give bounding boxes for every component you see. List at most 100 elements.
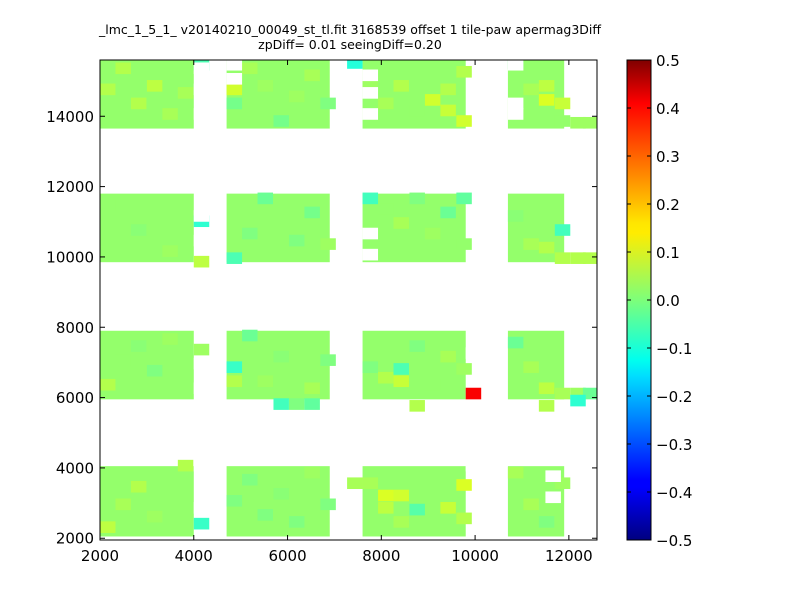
missing-cell	[362, 87, 379, 99]
heatmap-cell	[582, 387, 597, 400]
heatmap-cell	[304, 382, 320, 395]
missing-cell	[193, 502, 210, 514]
missing-cell	[507, 97, 524, 110]
heatmap-cell	[456, 65, 472, 78]
heatmap-cell	[130, 97, 147, 110]
heatmap-cell	[409, 192, 425, 205]
heatmap-cell	[393, 363, 409, 375]
missing-cell	[545, 470, 561, 482]
heatmap-cell	[242, 329, 258, 342]
heatmap-cell	[554, 477, 571, 490]
heatmap-cell	[582, 252, 597, 264]
heatmap-cell	[538, 241, 555, 254]
heatmap-cell	[409, 104, 425, 117]
x-tick-label: 6000	[268, 547, 306, 565]
heatmap-cell	[393, 80, 409, 92]
heatmap-cell	[378, 203, 394, 215]
heatmap-cell	[288, 516, 305, 528]
heatmap-cell	[362, 361, 379, 373]
heatmap-cell	[440, 104, 456, 117]
y-tick-label: 2000	[56, 530, 94, 548]
heatmap-cell	[538, 80, 555, 92]
heatmap-cell	[130, 224, 147, 236]
heatmap-cell	[393, 217, 409, 229]
heatmap-cell	[226, 361, 243, 373]
heatmap-cell	[115, 354, 131, 366]
heatmap-cell	[554, 224, 571, 236]
missing-cell	[193, 357, 210, 370]
colorbar-tick-label: 0.1	[656, 244, 680, 262]
missing-cell	[193, 210, 210, 222]
heatmap-cell	[554, 115, 571, 127]
x-tick-label: 12000	[545, 547, 593, 565]
missing-cell	[193, 108, 210, 120]
missing-cell	[362, 248, 379, 261]
heatmap-cell	[538, 516, 555, 528]
heatmap-cell	[115, 62, 131, 75]
heatmap-cell	[554, 97, 571, 110]
heatmap-cell	[320, 97, 336, 110]
heatmap-cell	[226, 97, 243, 110]
missing-cell	[226, 73, 243, 85]
heatmap-cell	[393, 375, 409, 388]
y-tick-label: 14000	[46, 108, 94, 126]
heatmap-cell	[393, 489, 409, 502]
colorbar-tick-label: 0.5	[656, 52, 680, 70]
heatmap-cell	[538, 94, 555, 106]
y-tick-label: 8000	[56, 319, 94, 337]
heatmap-cell	[226, 375, 243, 388]
heatmap-cell	[146, 80, 163, 92]
y-tick-label: 10000	[46, 248, 94, 266]
heatmap-cell	[177, 459, 194, 472]
heatmap-cell	[362, 477, 379, 490]
heatmap-cell	[570, 387, 586, 400]
heatmap-cell	[456, 363, 472, 375]
x-tick-label: 4000	[175, 547, 213, 565]
heatmap-cell	[226, 494, 243, 507]
heatmap-cell	[162, 108, 178, 120]
heatmap-cell	[320, 354, 336, 366]
x-tick-label: 2000	[81, 547, 119, 565]
heatmap-cell	[378, 489, 394, 502]
heatmap-cell	[456, 512, 472, 525]
heatmap-cell	[115, 498, 131, 511]
heatmap-cell	[523, 238, 539, 250]
heatmap-cell	[100, 378, 116, 391]
heatmap-cell	[162, 333, 178, 345]
heatmap-cell	[440, 206, 456, 219]
missing-cell	[226, 60, 243, 71]
heatmap-cell	[570, 252, 586, 264]
y-axis: 2000 4000 6000 8000 10000 12000 14000	[46, 108, 597, 548]
heatmap-cell	[554, 387, 571, 400]
heatmap-cell	[507, 336, 524, 349]
chart-title-line-2: zpDiff= 0.01 seeingDiff=0.20	[258, 37, 442, 52]
heatmap-cell	[193, 517, 210, 530]
heatmap-cell	[273, 115, 289, 127]
heatmap-cell	[100, 83, 116, 96]
chart-title-line-1: _lmc_1_5_1_ v20140210_00049_st_tl.fit 31…	[98, 22, 602, 37]
heatmap-cell	[523, 361, 539, 373]
heatmap-cell	[226, 252, 243, 264]
heatmap-cell	[409, 340, 425, 352]
heatmap-cell	[304, 398, 320, 410]
colorbar-tick-label: 0.3	[656, 148, 680, 166]
missing-cell	[193, 62, 210, 75]
colorbar-tick-label: −0.4	[656, 484, 692, 502]
missing-cell	[193, 382, 210, 395]
heatmap-cell	[347, 60, 363, 69]
heatmap-cell	[424, 378, 441, 391]
heatmap-cell	[570, 394, 586, 407]
heatmap-cell	[257, 375, 274, 388]
heatmap-cell	[362, 76, 379, 89]
heatmap-cell	[242, 473, 258, 486]
missing-cell	[362, 69, 379, 82]
missing-cell	[362, 227, 379, 240]
heatmap-cell	[226, 83, 243, 96]
heatmap-cell	[582, 116, 597, 129]
heatmap-cell	[538, 382, 555, 395]
heatmap-cell	[242, 62, 258, 75]
heatmap-cell	[320, 498, 336, 511]
heatmap-cells	[100, 60, 597, 537]
heatmap-cell	[456, 238, 472, 250]
